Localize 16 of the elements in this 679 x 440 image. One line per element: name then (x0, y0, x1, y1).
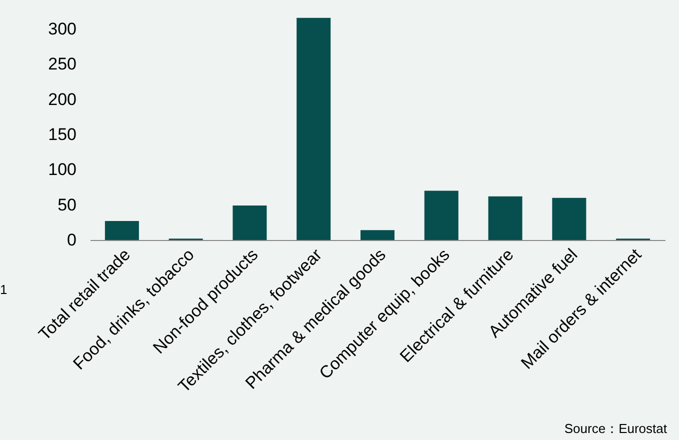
bar (232, 206, 267, 240)
text: 1 (0, 282, 8, 297)
y-tick-label: 150 (48, 125, 76, 144)
y-tick-label: 50 (58, 195, 76, 214)
y-tick-label: 0 (67, 230, 76, 250)
bar (296, 18, 331, 240)
bar (488, 196, 522, 240)
y-tick-label: 100 (48, 160, 76, 180)
source-note: Source：Eurostat (564, 420, 667, 438)
bar (424, 190, 458, 240)
y-tick-label: 300 (48, 20, 76, 39)
y-tick-label: 200 (48, 90, 76, 109)
y-tick-label: 250 (48, 54, 76, 74)
bar (360, 230, 394, 240)
bar (552, 198, 586, 240)
bar (104, 221, 139, 240)
